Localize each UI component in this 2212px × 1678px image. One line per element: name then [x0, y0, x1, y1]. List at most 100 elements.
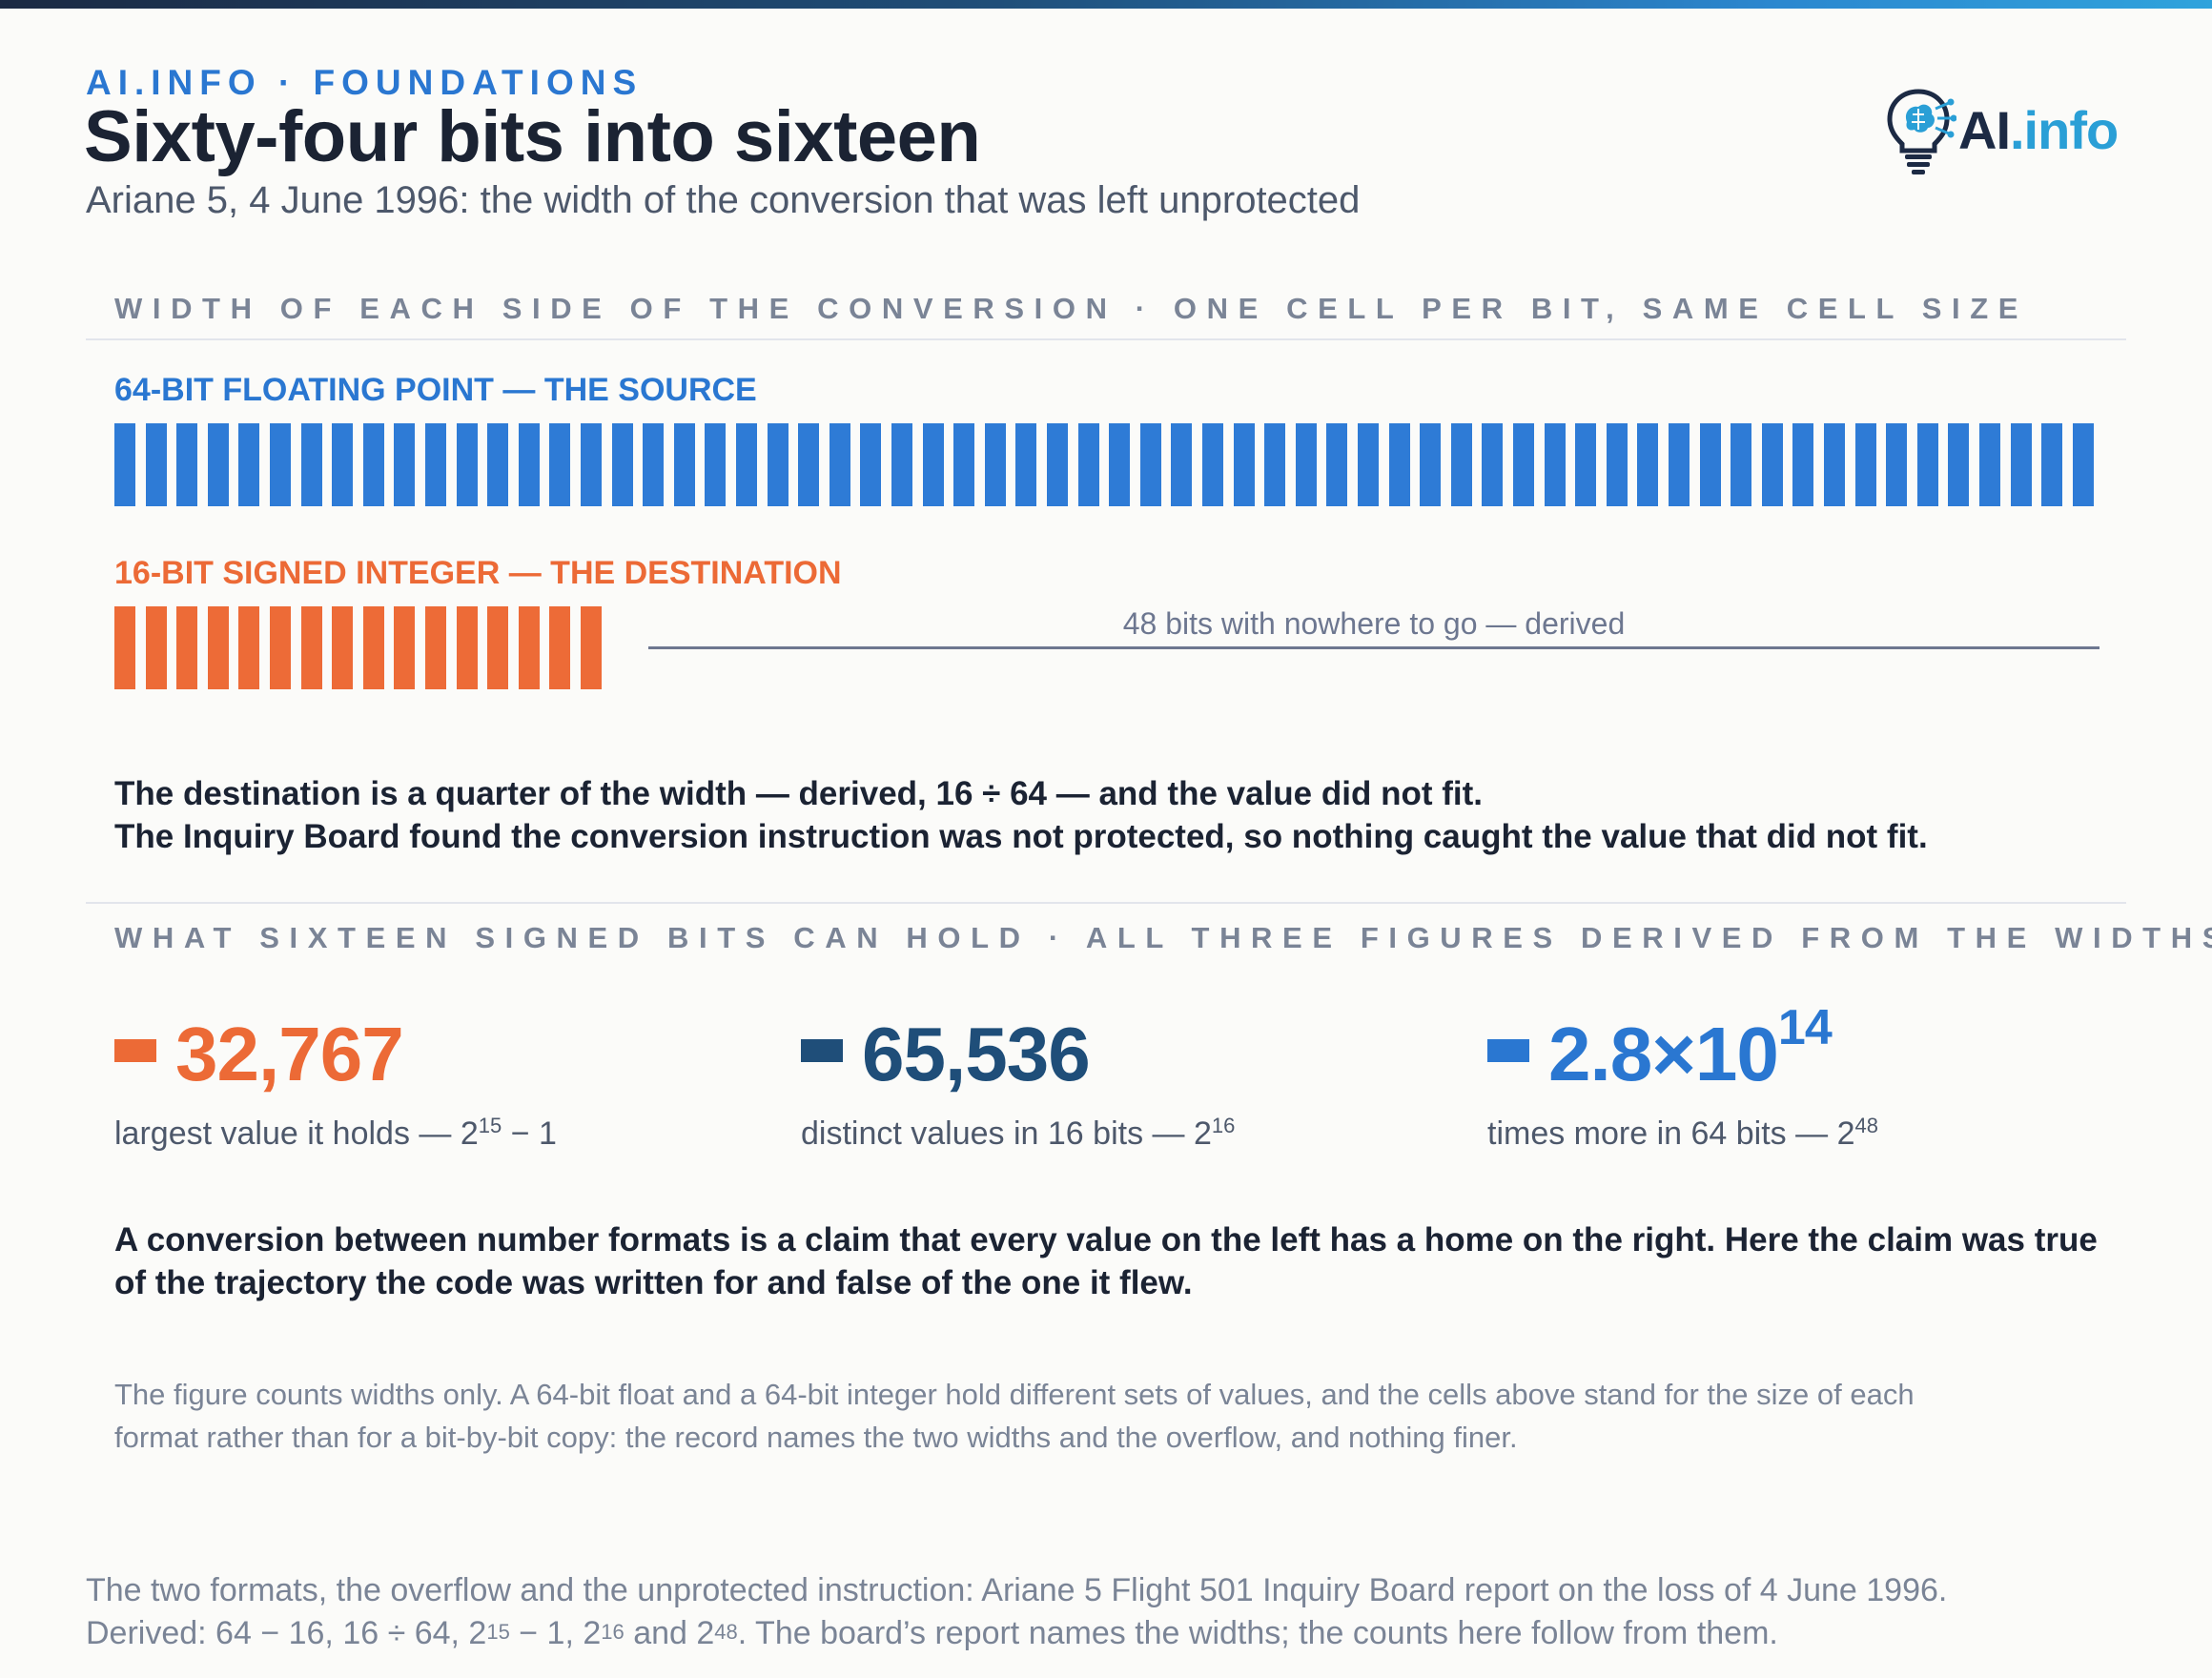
bit-cell — [798, 423, 820, 506]
bit-cell — [581, 606, 602, 689]
bit-cell — [736, 423, 757, 506]
bit-cell — [643, 423, 665, 506]
bit-cell — [145, 423, 167, 506]
bit-cell — [1109, 423, 1131, 506]
top-accent-bar — [0, 0, 2212, 9]
bit-cell — [176, 423, 198, 506]
bit-cell — [767, 423, 789, 506]
bit-cell — [394, 606, 416, 689]
bit-cell — [207, 606, 229, 689]
bit-cell — [549, 606, 571, 689]
destination-bit-cells — [114, 606, 606, 689]
bit-cell — [1420, 423, 1442, 506]
capacity-section-label: WHAT SIXTEEN SIGNED BITS CAN HOLD · ALL … — [114, 921, 2212, 954]
missing-bits-bracket — [648, 646, 2099, 649]
bit-cell — [300, 606, 322, 689]
bit-cell — [1761, 423, 1783, 506]
bit-cell — [114, 606, 135, 689]
bit-cell — [1669, 423, 1690, 506]
bit-cell — [1450, 423, 1472, 506]
bit-cell — [1202, 423, 1223, 506]
divider — [86, 338, 2126, 340]
bit-cell — [332, 423, 354, 506]
bit-cell — [1171, 423, 1193, 506]
bit-cell — [362, 423, 384, 506]
bit-cell — [1077, 423, 1099, 506]
bit-cell — [611, 423, 633, 506]
bit-cell — [456, 423, 478, 506]
bit-cell — [1358, 423, 1379, 506]
bit-cell — [829, 423, 850, 506]
page-subtitle: Ariane 5, 4 June 1996: the width of the … — [86, 179, 1361, 221]
lightbulb-brain-icon — [1887, 89, 1956, 174]
bit-cell — [984, 423, 1006, 506]
bit-cell — [425, 423, 446, 506]
page-title: Sixty-four bits into sixteen — [84, 96, 981, 177]
divider — [86, 902, 2126, 904]
bit-cell — [1979, 423, 2000, 506]
ai-info-logo: AI.info — [1880, 84, 2128, 175]
bit-cell — [2041, 423, 2063, 506]
claim-statement: A conversion between number formats is a… — [114, 1221, 2098, 1301]
bit-cell — [456, 606, 478, 689]
bit-cell — [549, 423, 571, 506]
bit-cell — [1015, 423, 1037, 506]
bit-cell — [176, 606, 198, 689]
width-statement: The destination is a quarter of the widt… — [114, 775, 1483, 812]
bit-cell — [1575, 423, 1597, 506]
stat-swatch — [114, 1039, 156, 1062]
bit-cell — [953, 423, 975, 506]
stat-caption: distinct values in 16 bits — 216 — [801, 1114, 1236, 1152]
bit-cell — [1388, 423, 1410, 506]
stat-value: 32,767 — [175, 1012, 404, 1096]
bit-cell — [1047, 423, 1068, 506]
bit-cell — [860, 423, 882, 506]
bit-cell — [1637, 423, 1659, 506]
stat-swatch — [1487, 1039, 1529, 1062]
bit-cell — [487, 423, 509, 506]
bit-cell — [1606, 423, 1628, 506]
bit-cell — [922, 423, 944, 506]
bit-cell — [1948, 423, 1970, 506]
destination-row-label: 16-BIT SIGNED INTEGER — THE DESTINATION — [114, 555, 842, 591]
kicker: AI.INFO · FOUNDATIONS — [86, 63, 644, 102]
bit-cell — [673, 423, 695, 506]
bit-cell — [518, 423, 540, 506]
bit-cell — [1916, 423, 1938, 506]
bit-cell — [891, 423, 912, 506]
bit-cell — [270, 606, 291, 689]
stat-value: 2.8×1014 — [1548, 1000, 1833, 1096]
stat-caption: times more in 64 bits — 248 — [1487, 1114, 1878, 1152]
bit-cell — [238, 423, 260, 506]
bit-cell — [1264, 423, 1286, 506]
bit-cell — [207, 423, 229, 506]
source-row-label: 64-BIT FLOATING POINT — THE SOURCE — [114, 372, 757, 408]
source-note: The two formats, the overflow and the un… — [86, 1572, 1948, 1651]
widths-section-label: WIDTH OF EACH SIDE OF THE CONVERSION · O… — [114, 292, 2029, 325]
bit-cell — [114, 423, 135, 506]
bit-cell — [2010, 423, 2032, 506]
bit-cell — [705, 423, 727, 506]
bit-cell — [1824, 423, 1845, 506]
missing-bits-label: 48 bits with nowhere to go — derived — [1122, 606, 1626, 641]
stat-swatch — [801, 1039, 843, 1062]
bit-cell — [1326, 423, 1348, 506]
bit-cell — [1544, 423, 1566, 506]
source-bit-cells — [114, 423, 2099, 506]
bit-cell — [1295, 423, 1317, 506]
bit-cell — [238, 606, 260, 689]
bit-cell — [425, 606, 446, 689]
logo-wordmark: AI.info — [1958, 99, 2119, 160]
bit-cell — [518, 606, 540, 689]
bit-cell — [1482, 423, 1504, 506]
bit-cell — [1139, 423, 1161, 506]
bit-cell — [300, 423, 322, 506]
stat-caption: largest value it holds — 215 − 1 — [114, 1114, 557, 1152]
bit-cell — [1854, 423, 1876, 506]
bit-cell — [332, 606, 354, 689]
bit-cell — [581, 423, 602, 506]
bit-cell — [2072, 423, 2094, 506]
bit-cell — [1792, 423, 1814, 506]
stat-value: 65,536 — [862, 1012, 1091, 1096]
bit-cell — [270, 423, 291, 506]
